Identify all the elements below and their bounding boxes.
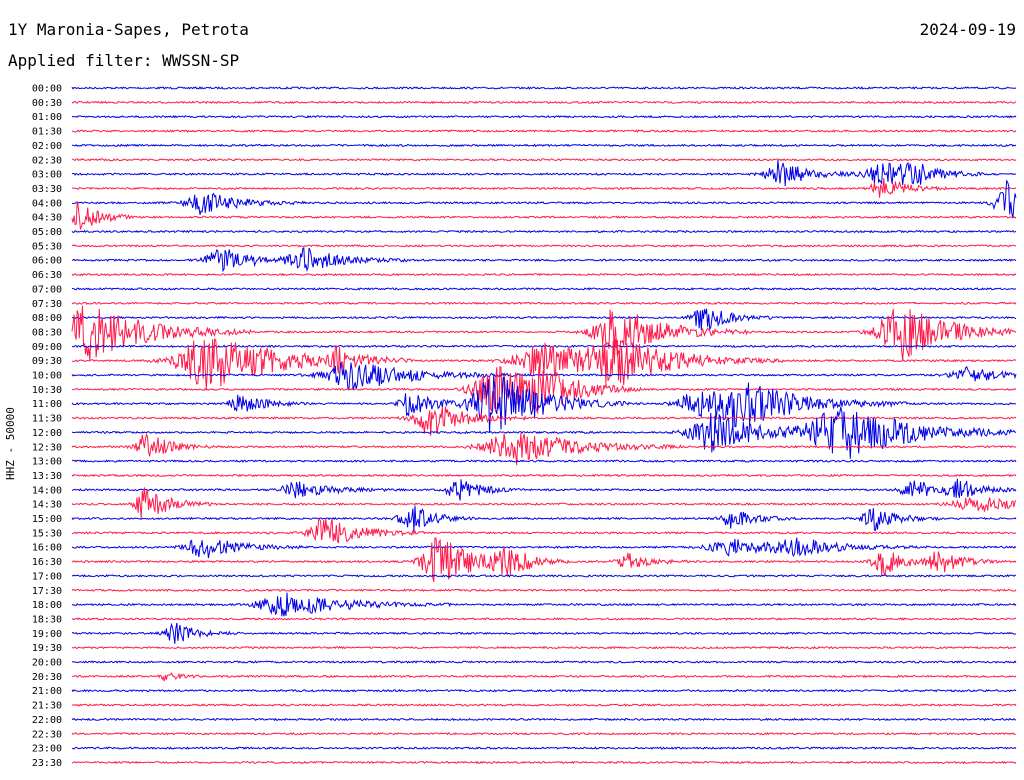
trace-line <box>71 301 1017 306</box>
time-tick-label: 11:30 <box>32 414 62 425</box>
filter-label: Applied filter: WWSSN-SP <box>8 51 240 70</box>
time-tick-label: 00:00 <box>32 84 62 95</box>
time-tick-label: 03:00 <box>32 170 62 181</box>
trace-line <box>71 129 1017 133</box>
time-tick-label: 02:00 <box>32 141 62 152</box>
time-tick-label: 00:30 <box>32 98 62 109</box>
trace-line <box>72 459 1017 463</box>
trace-line <box>71 406 1017 459</box>
trace-line <box>71 344 1017 349</box>
date-label: 2024-09-19 <box>919 20 1016 39</box>
time-tick-label: 19:00 <box>32 629 62 640</box>
trace-line <box>72 246 1017 273</box>
trace-line <box>71 100 1017 105</box>
trace-line <box>71 478 1017 501</box>
trace-line <box>71 473 1017 478</box>
trace-line <box>71 672 1017 682</box>
time-tick-label: 14:30 <box>32 500 62 511</box>
time-tick-label: 03:30 <box>32 184 62 195</box>
time-tick-label: 06:00 <box>32 256 62 267</box>
time-tick-label: 10:00 <box>32 371 62 382</box>
trace-line <box>72 143 1017 148</box>
time-tick-label: 07:30 <box>32 299 62 310</box>
time-tick-label: 01:30 <box>32 127 62 138</box>
time-tick-label: 15:00 <box>32 514 62 525</box>
time-tick-label: 20:00 <box>32 658 62 669</box>
time-tick-label: 06:30 <box>32 270 62 281</box>
trace-line <box>71 592 1017 617</box>
time-tick-label: 21:00 <box>32 686 62 697</box>
time-tick-label: 04:30 <box>32 213 62 224</box>
trace-line <box>72 157 1017 162</box>
time-tick-label: 08:00 <box>32 313 62 324</box>
trace-line <box>71 287 1017 291</box>
trace-line <box>71 86 1017 90</box>
time-tick-label: 08:30 <box>32 327 62 338</box>
trace-line <box>71 244 1017 248</box>
trace-line <box>71 114 1017 119</box>
trace-line <box>71 732 1017 736</box>
trace-line <box>71 518 1017 544</box>
time-tick-label: 16:00 <box>32 543 62 554</box>
time-tick-label: 13:30 <box>32 471 62 482</box>
trace-line <box>71 178 1017 198</box>
trace-line <box>71 487 1017 518</box>
trace-line <box>71 201 1017 231</box>
time-tick-label: 23:30 <box>32 758 62 769</box>
trace-line <box>71 746 1017 750</box>
trace-line <box>71 574 1016 578</box>
trace-line <box>71 688 1017 693</box>
time-tick-label: 17:00 <box>32 571 62 582</box>
trace-line <box>71 365 1017 415</box>
trace-line <box>71 537 1017 583</box>
trace-line <box>71 645 1017 650</box>
time-tick-label: 13:00 <box>32 457 62 468</box>
time-tick-label: 05:00 <box>32 227 62 238</box>
trace-line <box>71 717 1017 722</box>
time-tick-label: 18:00 <box>32 600 62 611</box>
time-tick-label: 18:30 <box>32 614 62 625</box>
time-tick-label: 21:30 <box>32 701 62 712</box>
time-tick-label: 04:00 <box>32 198 62 209</box>
trace-line <box>71 588 1017 593</box>
time-tick-label: 01:00 <box>32 112 62 123</box>
time-tick-label: 10:30 <box>32 385 62 396</box>
trace-line <box>71 760 1017 765</box>
trace-line <box>71 660 1017 664</box>
time-tick-label: 12:00 <box>32 428 62 439</box>
trace-line <box>71 308 1017 331</box>
trace-line <box>71 375 1017 433</box>
time-tick-label: 23:00 <box>32 744 62 755</box>
trace-line <box>71 505 1017 532</box>
trace-line <box>71 622 1017 644</box>
time-tick-label: 12:30 <box>32 442 62 453</box>
trace-line <box>71 617 1017 621</box>
time-tick-label: 17:30 <box>32 586 62 597</box>
trace-line <box>71 160 1017 187</box>
trace-line <box>71 537 1017 559</box>
trace-line <box>71 272 1017 277</box>
time-tick-label: 19:30 <box>32 643 62 654</box>
time-tick-label: 20:30 <box>32 672 62 683</box>
trace-line <box>71 229 1017 234</box>
time-tick-label: 09:00 <box>32 342 62 353</box>
trace-line <box>71 406 1017 436</box>
time-tick-label: 22:30 <box>32 729 62 740</box>
trace-line <box>71 432 1017 466</box>
time-tick-label: 11:00 <box>32 399 62 410</box>
trace-line <box>71 305 1017 361</box>
station-title: 1Y Maronia-Sapes, Petrota <box>8 20 249 39</box>
time-tick-label: 07:00 <box>32 284 62 295</box>
trace-line <box>71 703 1017 707</box>
time-tick-label: 02:30 <box>32 155 62 166</box>
time-tick-label: 16:30 <box>32 557 62 568</box>
time-tick-label: 09:30 <box>32 356 62 367</box>
trace-line <box>71 362 1017 391</box>
trace-line <box>71 179 1017 219</box>
time-tick-label: 15:30 <box>32 528 62 539</box>
time-tick-label: 14:00 <box>32 485 62 496</box>
time-tick-label: 22:00 <box>32 715 62 726</box>
time-tick-label: 05:30 <box>32 241 62 252</box>
